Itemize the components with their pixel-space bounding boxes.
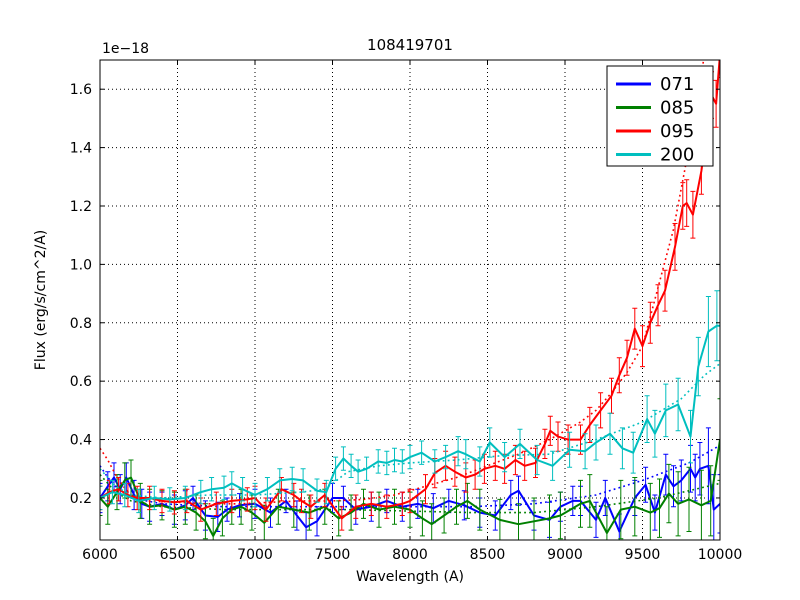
- x-axis-label: Wavelength (A): [356, 569, 464, 585]
- x-tick-label: 7000: [237, 547, 273, 563]
- x-tick-label: 9500: [625, 547, 661, 563]
- model-line: [100, 362, 720, 499]
- data-line: [100, 60, 720, 520]
- y-tick-label: 0.8: [70, 316, 92, 332]
- x-tick-label: 6500: [160, 547, 196, 563]
- data-line: [100, 324, 720, 502]
- y-tick-label: 0.4: [70, 433, 92, 449]
- x-tick-label: 6000: [82, 547, 118, 563]
- y-tick-label: 1.6: [70, 82, 92, 98]
- chart-title: 108419701: [367, 36, 453, 54]
- legend-label: 085: [660, 98, 694, 119]
- legend-label: 071: [660, 74, 694, 95]
- x-tick-label: 8500: [470, 547, 506, 563]
- series-200-model: [100, 362, 720, 499]
- legend-label: 095: [660, 121, 694, 142]
- y-tick-label: 0.2: [70, 491, 92, 507]
- y-axis-label: Flux (erg/s/cm^2/A): [33, 230, 49, 370]
- x-tick-label: 9000: [547, 547, 583, 563]
- legend-entry-071: 071: [616, 74, 694, 95]
- x-tick-label: 10000: [698, 547, 743, 563]
- y-offset-label: 1e−18: [102, 41, 149, 57]
- y-tick-label: 1.4: [70, 141, 92, 157]
- ticks: [99, 60, 721, 540]
- legend-entry-200: 200: [616, 145, 694, 166]
- legend-entry-095: 095: [616, 121, 694, 142]
- legend-entry-085: 085: [616, 98, 694, 119]
- y-tick-label: 1.0: [70, 257, 92, 273]
- x-tick-label: 8000: [392, 547, 428, 563]
- y-tick-label: 1.2: [70, 199, 92, 215]
- x-tick-label: 7500: [315, 547, 351, 563]
- legend-label: 200: [660, 145, 694, 166]
- y-tick-label: 0.6: [70, 374, 92, 390]
